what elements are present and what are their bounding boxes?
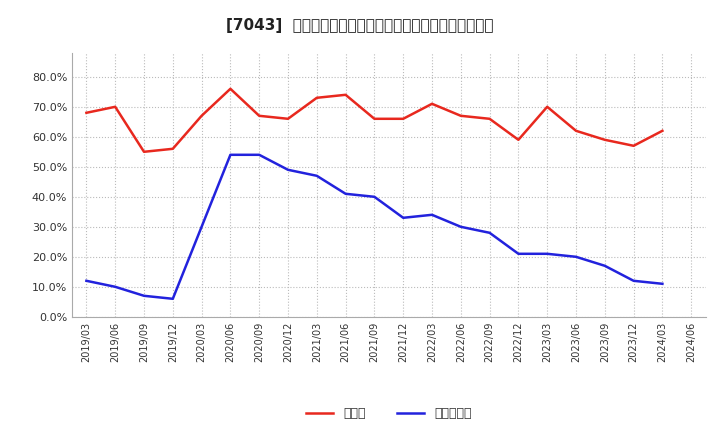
有利子負債 (428, 212, 436, 217)
現預金 (341, 92, 350, 97)
有利子負債 (226, 152, 235, 158)
現預金 (226, 86, 235, 92)
有利子負債 (370, 194, 379, 199)
Line: 有利子負債: 有利子負債 (86, 155, 662, 299)
有利子負債 (629, 278, 638, 283)
有利子負債 (341, 191, 350, 196)
現預金 (572, 128, 580, 133)
現預金 (255, 113, 264, 118)
有利子負債 (485, 230, 494, 235)
Legend: 現預金, 有利子負債: 現預金, 有利子負債 (301, 402, 477, 425)
現預金 (456, 113, 465, 118)
有利子負債 (543, 251, 552, 257)
有利子負債 (399, 215, 408, 220)
現預金 (197, 113, 206, 118)
Text: [7043]  現預金、有利子負債の総資産に対する比率の推移: [7043] 現預金、有利子負債の総資産に対する比率の推移 (226, 18, 494, 33)
現預金 (111, 104, 120, 110)
現預金 (168, 146, 177, 151)
現預金 (600, 137, 609, 143)
有利子負債 (284, 167, 292, 172)
有利子負債 (456, 224, 465, 229)
現預金 (370, 116, 379, 121)
Line: 現預金: 現預金 (86, 89, 662, 152)
有利子負債 (255, 152, 264, 158)
現預金 (514, 137, 523, 143)
現預金 (543, 104, 552, 110)
現預金 (658, 128, 667, 133)
現預金 (312, 95, 321, 100)
有利子負債 (312, 173, 321, 179)
有利子負債 (168, 296, 177, 301)
有利子負債 (111, 284, 120, 290)
有利子負債 (600, 263, 609, 268)
有利子負債 (514, 251, 523, 257)
現預金 (82, 110, 91, 115)
現預金 (284, 116, 292, 121)
現預金 (629, 143, 638, 148)
現預金 (485, 116, 494, 121)
現預金 (399, 116, 408, 121)
有利子負債 (658, 281, 667, 286)
有利子負債 (140, 293, 148, 298)
有利子負債 (82, 278, 91, 283)
現預金 (140, 149, 148, 154)
現預金 (428, 101, 436, 106)
有利子負債 (572, 254, 580, 260)
